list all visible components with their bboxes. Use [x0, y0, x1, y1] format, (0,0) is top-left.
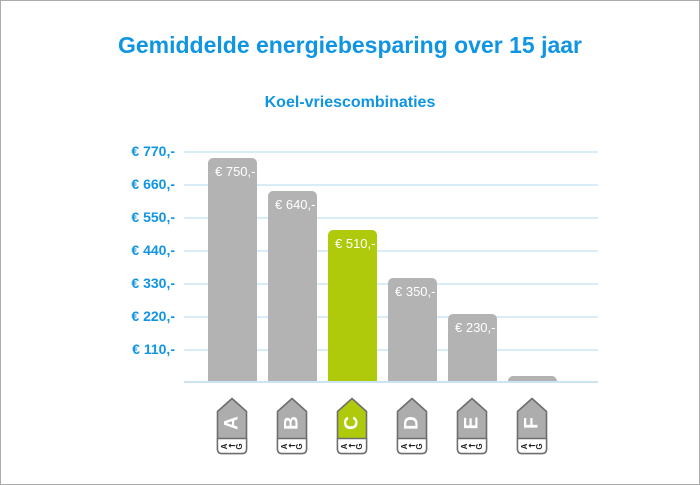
- energy-class-letter: C: [342, 416, 363, 430]
- scale-arrow-icon: ←: [348, 442, 356, 452]
- bar-value-label: € 350,-: [395, 284, 436, 299]
- scale-letter-g: G: [235, 443, 244, 449]
- y-axis-tick-label: € 550,-: [131, 209, 175, 225]
- energy-label-f-icon: F A ← G: [516, 397, 548, 455]
- label-scale-strip: [396, 437, 428, 455]
- energy-label-c-icon: C A ← G: [336, 397, 368, 455]
- y-axis-tick-label: € 110,-: [132, 341, 175, 357]
- scale-letter-g: G: [415, 443, 424, 449]
- label-scale-strip: [516, 437, 548, 455]
- energy-class-letter: B: [282, 416, 303, 430]
- scale-letter-g: G: [295, 443, 304, 449]
- energy-label-d-icon: D A ← G: [396, 397, 428, 455]
- scale-arrow-icon: ←: [288, 442, 296, 452]
- gridline: [184, 184, 598, 186]
- label-scale-strip: [216, 437, 248, 455]
- bar-class-c-highlight: € 510,-: [328, 230, 377, 383]
- chart-title: Gemiddelde energiebesparing over 15 jaar: [117, 32, 583, 58]
- bar-value-label: € 750,-: [215, 164, 256, 179]
- y-axis-tick-label: € 770,-: [131, 143, 175, 159]
- y-axis-tick-label: € 220,-: [131, 308, 175, 324]
- bar-class-d: € 350,-: [388, 278, 437, 383]
- bar-value-label: € 230,-: [455, 320, 496, 335]
- x-axis-line: [184, 381, 598, 383]
- scale-letter-a: A: [520, 443, 529, 449]
- label-scale-strip: [336, 437, 368, 455]
- scale-letter-a: A: [220, 443, 229, 449]
- y-axis-tick-label: € 440,-: [131, 242, 175, 258]
- energy-label-b-icon: B A ← G: [276, 397, 308, 455]
- bar-class-b: € 640,-: [268, 191, 317, 383]
- scale-letter-a: A: [400, 443, 409, 449]
- energy-class-letter: D: [402, 416, 423, 430]
- scale-letter-a: A: [460, 443, 469, 449]
- scale-arrow-icon: ←: [408, 442, 416, 452]
- bar-class-e: € 230,-: [448, 314, 497, 383]
- scale-arrow-icon: ←: [468, 442, 476, 452]
- gridline: [184, 217, 598, 219]
- bar-value-label: € 510,-: [335, 236, 376, 251]
- y-axis-tick-label: € 660,-: [131, 176, 175, 192]
- energy-label-e-icon: E A ← G: [456, 397, 488, 455]
- scale-letter-a: A: [280, 443, 289, 449]
- bar-class-a: € 750,-: [208, 158, 257, 383]
- gridline: [184, 250, 598, 252]
- label-scale-strip: [276, 437, 308, 455]
- energy-class-letter: A: [222, 416, 243, 430]
- scale-letter-a: A: [340, 443, 349, 449]
- energy-class-letter: F: [522, 417, 543, 429]
- scale-arrow-icon: ←: [528, 442, 536, 452]
- scale-letter-g: G: [355, 443, 364, 449]
- bar-class-f: [508, 375, 557, 383]
- scale-letter-g: G: [475, 443, 484, 449]
- chart-subtitle: Koel-vriescombinaties: [264, 94, 436, 111]
- gridline: [184, 151, 598, 153]
- energy-label-a-icon: A A ← G: [216, 397, 248, 455]
- scale-arrow-icon: ←: [228, 442, 236, 452]
- bar-value-label: € 640,-: [275, 197, 316, 212]
- scale-letter-g: G: [535, 443, 544, 449]
- energy-class-letter: E: [462, 417, 483, 430]
- y-axis-tick-label: € 330,-: [131, 275, 175, 291]
- label-scale-strip: [456, 437, 488, 455]
